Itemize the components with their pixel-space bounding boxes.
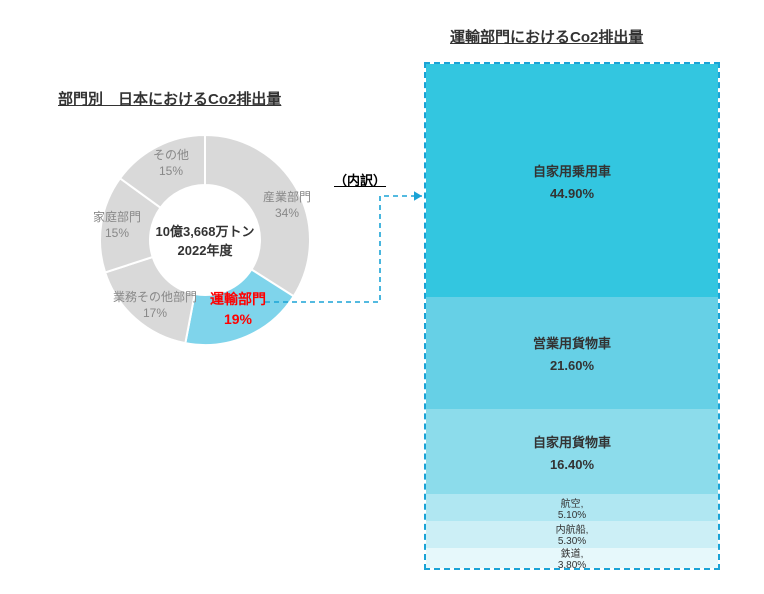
donut-svg xyxy=(95,130,315,350)
highlight-label: 運輸部門 19% xyxy=(210,290,266,329)
bar-seg-1: 営業用貨物車21.60% xyxy=(426,297,718,409)
bar-seg-0: 自家用乗用車44.90% xyxy=(426,64,718,297)
connector-arrowhead xyxy=(414,191,422,201)
donut-chart: 10億3,668万トン 2022年度 産業部門34%業務その他部門17%家庭部門… xyxy=(95,130,315,350)
donut-slice-2 xyxy=(105,257,195,343)
bar-seg-3: 航空, 5.10% xyxy=(426,494,718,520)
right-title: 運輸部門におけるCo2排出量 xyxy=(450,26,643,47)
highlight-pct: 19% xyxy=(224,311,252,327)
stacked-bar: 自家用乗用車44.90%営業用貨物車21.60%自家用貨物車16.40%航空, … xyxy=(424,62,720,570)
bar-seg-5: 鉄道, 3.80% xyxy=(426,548,718,568)
donut-slice-0 xyxy=(205,135,310,296)
bar-seg-2: 自家用貨物車16.40% xyxy=(426,409,718,494)
left-title: 部門別 日本におけるCo2排出量 xyxy=(58,88,281,109)
highlight-name: 運輸部門 xyxy=(210,291,266,307)
breakdown-label: （内訳） xyxy=(334,170,386,189)
